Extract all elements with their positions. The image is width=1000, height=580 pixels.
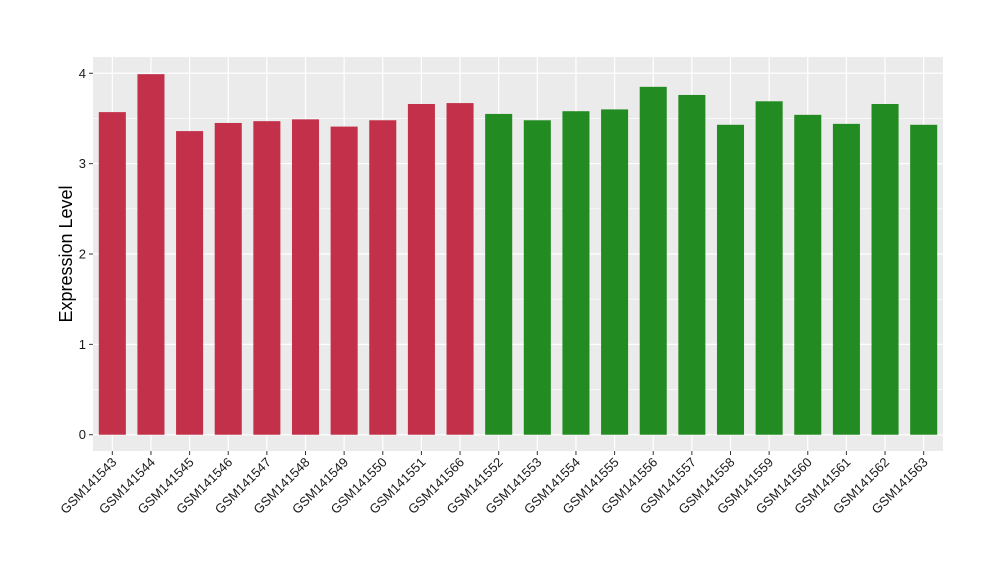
bar-GSM141550: [369, 120, 397, 435]
bar-GSM141552: [485, 113, 513, 435]
bar-GSM141544: [137, 74, 165, 435]
bar-GSM141551: [407, 103, 435, 435]
y-tick-label: 3: [79, 156, 86, 171]
bar-GSM141545: [176, 131, 204, 435]
bar-GSM141563: [910, 124, 938, 435]
y-axis-title: Expression Level: [56, 185, 76, 322]
bar-GSM141547: [253, 121, 281, 435]
bar-GSM141554: [562, 111, 590, 435]
bar-GSM141561: [832, 123, 860, 435]
bar-GSM141543: [98, 112, 126, 435]
x-axis: GSM141543GSM141544GSM141545GSM141546GSM1…: [57, 451, 931, 517]
y-axis: 0 1 2 3 4: [79, 66, 93, 442]
bar-GSM141548: [291, 119, 320, 435]
bar-GSM141553: [523, 120, 551, 435]
bar-GSM141559: [755, 101, 783, 435]
y-tick-label: 4: [79, 66, 86, 81]
bar-GSM141549: [330, 126, 358, 435]
bar-GSM141556: [639, 86, 667, 435]
bar-GSM141555: [601, 109, 629, 435]
bar-GSM141558: [716, 124, 745, 435]
bar-GSM141566: [446, 103, 474, 435]
y-tick-label: 1: [79, 337, 86, 352]
bar-GSM141560: [794, 114, 822, 435]
bar-GSM141546: [214, 122, 242, 435]
bar-GSM141562: [871, 103, 899, 435]
y-tick-label: 0: [79, 427, 86, 442]
bars: [98, 74, 938, 435]
y-tick-label: 2: [79, 247, 86, 262]
bar-GSM141557: [678, 94, 706, 435]
